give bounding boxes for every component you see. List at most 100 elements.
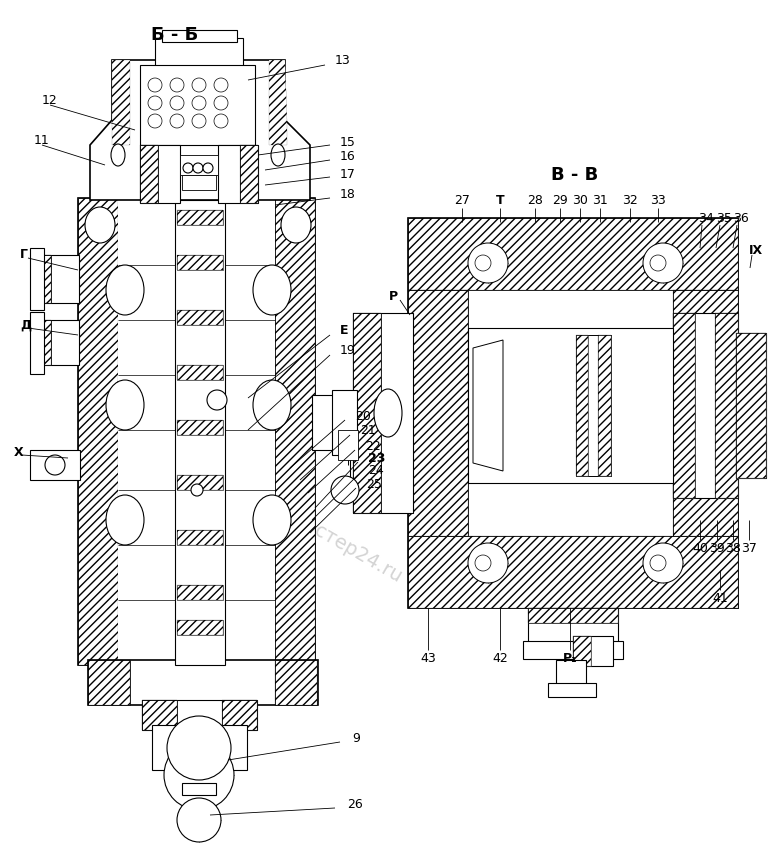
Bar [142, 700, 177, 730]
Circle shape [475, 555, 491, 571]
Bar [78, 198, 118, 665]
Circle shape [643, 243, 683, 283]
Text: www.кран-мастер24.ru: www.кран-мастер24.ru [194, 454, 406, 587]
Bar [576, 335, 588, 476]
Bar [353, 313, 413, 513]
Circle shape [650, 255, 666, 271]
Bar [673, 313, 738, 498]
Bar [35, 320, 51, 365]
Circle shape [177, 798, 221, 842]
Ellipse shape [253, 380, 291, 430]
Polygon shape [112, 60, 130, 145]
Bar [332, 390, 357, 455]
Text: 25: 25 [366, 477, 382, 490]
Circle shape [183, 163, 193, 173]
Ellipse shape [281, 207, 311, 243]
Circle shape [170, 78, 184, 92]
Bar [140, 145, 158, 203]
Bar [408, 536, 738, 608]
Bar [190, 808, 208, 836]
Circle shape [331, 476, 359, 504]
Bar [408, 536, 738, 608]
Ellipse shape [253, 265, 291, 315]
Bar [408, 290, 468, 536]
Bar [78, 198, 315, 665]
Bar [736, 333, 766, 478]
Circle shape [475, 255, 491, 271]
Text: 35: 35 [716, 211, 732, 225]
Bar [576, 335, 611, 476]
Bar [177, 530, 223, 545]
Bar [673, 313, 695, 498]
Bar [240, 145, 258, 203]
Ellipse shape [111, 144, 125, 166]
Circle shape [192, 78, 206, 92]
Text: 12: 12 [42, 93, 58, 107]
Circle shape [167, 716, 231, 780]
Text: 13: 13 [335, 53, 351, 66]
Circle shape [214, 78, 228, 92]
Text: 34: 34 [698, 211, 714, 225]
Bar [177, 620, 223, 635]
Circle shape [193, 163, 203, 173]
Text: 22: 22 [365, 439, 381, 453]
Ellipse shape [85, 207, 115, 243]
Bar [275, 660, 317, 705]
Bar [177, 420, 223, 435]
Bar [240, 145, 258, 203]
Bar [736, 333, 766, 478]
Bar [408, 218, 738, 290]
Bar [408, 218, 738, 608]
Circle shape [643, 543, 683, 583]
Bar [736, 333, 766, 478]
Text: Р: Р [389, 289, 398, 303]
Circle shape [170, 96, 184, 110]
Bar [140, 65, 255, 145]
Ellipse shape [253, 495, 291, 545]
Text: 33: 33 [650, 193, 666, 207]
Text: 9: 9 [352, 732, 360, 745]
Bar [88, 660, 130, 705]
Bar [177, 475, 223, 490]
Text: 43: 43 [420, 651, 436, 665]
Circle shape [148, 96, 162, 110]
Bar [528, 608, 618, 643]
Circle shape [164, 740, 234, 810]
Text: 24: 24 [368, 465, 384, 477]
Bar [162, 30, 237, 42]
Polygon shape [473, 340, 503, 471]
Bar [78, 198, 118, 665]
Bar [177, 365, 223, 380]
Bar [177, 530, 223, 545]
Bar [142, 700, 177, 730]
Text: Т: Т [495, 193, 505, 207]
Bar [673, 290, 738, 536]
Polygon shape [269, 60, 287, 145]
Bar [338, 430, 358, 460]
Bar [573, 636, 591, 666]
Text: 37: 37 [741, 542, 757, 555]
Bar [598, 335, 611, 476]
Bar [35, 255, 51, 303]
Text: 40: 40 [692, 542, 708, 555]
Bar [177, 585, 223, 600]
Circle shape [203, 163, 213, 173]
Bar [177, 475, 223, 490]
Bar [715, 313, 738, 498]
Bar [576, 335, 588, 476]
Bar [182, 175, 216, 190]
Bar [556, 660, 586, 688]
Text: Х: Х [14, 445, 24, 459]
Bar [140, 145, 180, 203]
Bar [528, 608, 618, 623]
Bar [152, 725, 247, 770]
Text: 27: 27 [454, 193, 470, 207]
Bar [118, 198, 275, 665]
Bar [88, 660, 318, 705]
Text: 16: 16 [340, 150, 356, 164]
Bar [598, 335, 611, 476]
Bar [177, 255, 223, 270]
Bar [30, 450, 80, 480]
Circle shape [207, 390, 227, 410]
Text: 23: 23 [368, 451, 386, 465]
